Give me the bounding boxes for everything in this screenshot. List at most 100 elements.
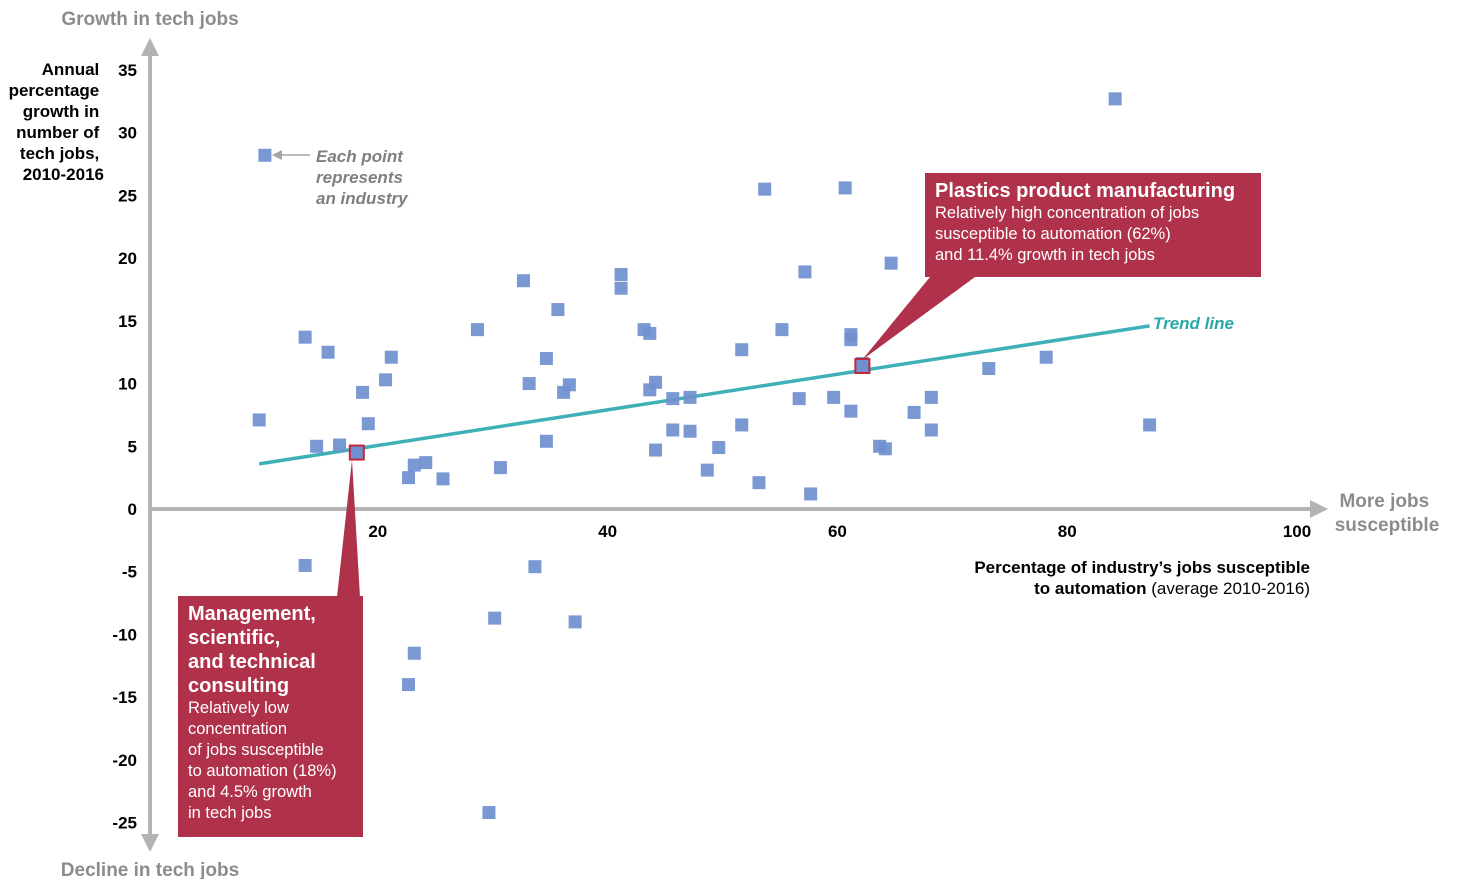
- y-tick-label: 20: [118, 249, 137, 268]
- x-axis-title-line1: Percentage of industry’s jobs susceptibl…: [974, 558, 1310, 577]
- x-axis-arrow-right: [1310, 500, 1328, 518]
- scatter-point: [252, 413, 266, 427]
- scatter-point: [666, 423, 680, 437]
- scatter-point: [470, 323, 484, 337]
- y-axis-title-line: percentage: [9, 81, 100, 100]
- y-axis-title-line: 2010-2016: [23, 165, 104, 184]
- scatter-point: [752, 476, 766, 490]
- x-axis-right-label: More jobs susceptible: [1335, 491, 1440, 536]
- scatter-point: [758, 182, 772, 196]
- y-axis-title-line: number of: [16, 123, 99, 142]
- y-axis-top-label: Growth in tech jobs: [61, 9, 238, 30]
- y-tick-label: 5: [128, 437, 137, 456]
- scatter-point: [844, 328, 858, 342]
- x-tick-label: 20: [368, 522, 387, 541]
- consulting-callout-line: in tech jobs: [188, 804, 272, 822]
- consulting-callout-title-line: scientific,: [188, 627, 281, 649]
- scatter-point: [407, 458, 421, 472]
- x-tick-labels: 20 40 60 80 100: [368, 522, 1311, 541]
- data-points: [252, 92, 1157, 820]
- scatter-point: [666, 392, 680, 406]
- scatter-point: [568, 615, 582, 629]
- x-axis-title-bold: to automation: [1034, 579, 1146, 598]
- scatter-point: [614, 281, 628, 295]
- plastics-callout-line: Relatively high concentration of jobs: [935, 204, 1200, 222]
- scatter-point: [562, 378, 576, 392]
- scatter-point: [384, 350, 398, 364]
- y-tick-label: 30: [118, 124, 137, 143]
- scatter-point: [436, 472, 450, 486]
- scatter-point: [361, 417, 375, 431]
- axes: [141, 38, 1328, 852]
- scatter-point: [878, 442, 892, 456]
- scatter-point: [419, 456, 433, 470]
- scatter-point: [310, 439, 324, 453]
- y-axis-arrow-down: [141, 834, 159, 852]
- scatter-point: [924, 423, 938, 437]
- y-tick-label: -15: [112, 688, 137, 707]
- x-axis-title-normal: (average 2010-2016): [1146, 579, 1310, 598]
- y-tick-label: -25: [112, 814, 137, 833]
- plastics-callout-pointer: [862, 277, 975, 360]
- scatter-point: [614, 267, 628, 281]
- scatter-point: [551, 303, 565, 317]
- scatter-point: [402, 471, 416, 485]
- scatter-point: [775, 323, 789, 337]
- scatter-point: [539, 434, 553, 448]
- scatter-point: [1039, 350, 1053, 364]
- x-axis-right-label-line: susceptible: [1335, 515, 1440, 536]
- consulting-callout-line: Relatively low: [188, 699, 289, 717]
- scatter-point: [804, 487, 818, 501]
- note-text-line: an industry: [316, 189, 409, 208]
- scatter-point: [407, 646, 421, 660]
- x-tick-label: 80: [1058, 522, 1077, 541]
- scatter-point: [539, 351, 553, 365]
- y-axis-arrow-up: [141, 38, 159, 56]
- y-axis-title-line: tech jobs,: [20, 144, 99, 163]
- scatter-point: [792, 392, 806, 406]
- note-text-line: represents: [316, 168, 403, 187]
- x-tick-label: 60: [828, 522, 847, 541]
- plastics-callout-title: Plastics product manufacturing: [935, 180, 1236, 202]
- highlighted-point: [348, 444, 365, 461]
- scatter-point: [1143, 418, 1157, 432]
- y-tick-label: 10: [118, 375, 137, 394]
- x-axis-title-line2: to automation (average 2010-2016): [1034, 579, 1310, 598]
- y-axis-title-line: growth in: [23, 102, 99, 121]
- y-tick-label: -5: [122, 563, 137, 582]
- scatter-point: [712, 441, 726, 455]
- scatter-point: [298, 330, 312, 344]
- y-tick-label: 0: [128, 500, 137, 519]
- scatter-point: [907, 405, 921, 419]
- scatter-point: [1108, 92, 1122, 106]
- scatter-point: [838, 181, 852, 195]
- consulting-callout-title-line: consulting: [188, 675, 290, 697]
- consulting-callout: Management, scientific, and technical co…: [178, 596, 363, 837]
- scatter-point: [333, 438, 347, 452]
- scatter-point: [379, 373, 393, 387]
- plastics-callout-line: susceptible to automation (62%): [935, 225, 1171, 243]
- scatter-point: [798, 265, 812, 279]
- scatter-point: [649, 375, 663, 389]
- y-axis-title-line: Annual: [42, 60, 100, 79]
- trend-line-label: Trend line: [1153, 314, 1234, 333]
- scatter-point: [844, 404, 858, 418]
- y-tick-label: 35: [118, 61, 137, 80]
- scatter-point: [493, 461, 507, 475]
- scatter-point: [528, 560, 542, 574]
- y-tick-label: -10: [112, 625, 137, 644]
- scatter-point: [982, 362, 996, 376]
- consulting-callout-line: to automation (18%): [188, 762, 337, 780]
- y-axis-bottom-label: Decline in tech jobs: [61, 860, 239, 879]
- highlighted-points: [348, 358, 871, 461]
- x-tick-label: 40: [598, 522, 617, 541]
- y-tick-label: 15: [118, 312, 137, 331]
- consulting-callout-line: of jobs susceptible: [188, 741, 324, 759]
- consulting-callout-title-line: Management,: [188, 603, 316, 625]
- y-tick-label: 25: [118, 186, 137, 205]
- consulting-callout-line: concentration: [188, 720, 288, 738]
- plastics-callout-body: Relatively high concentration of jobs su…: [935, 203, 1251, 266]
- scatter-point: [356, 385, 370, 399]
- plastics-callout: Plastics product manufacturing Relativel…: [925, 173, 1261, 277]
- scatter-point: [700, 463, 714, 477]
